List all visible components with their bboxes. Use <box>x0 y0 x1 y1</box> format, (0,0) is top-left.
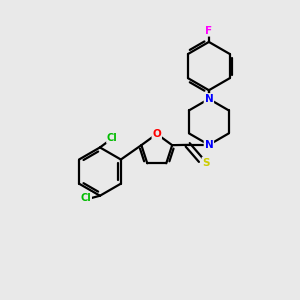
Text: Cl: Cl <box>80 193 91 203</box>
Text: Cl: Cl <box>107 133 118 143</box>
Text: F: F <box>205 26 212 36</box>
Text: O: O <box>152 129 161 139</box>
Text: N: N <box>205 94 213 104</box>
Text: N: N <box>205 140 213 150</box>
Text: S: S <box>202 158 210 167</box>
